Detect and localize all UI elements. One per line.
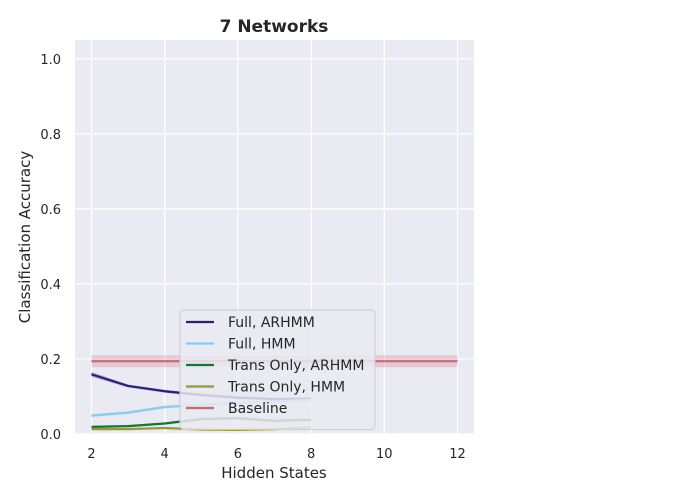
y-tick-label: 0.2 [40, 353, 61, 368]
legend-label: Trans Only, HMM [227, 380, 345, 396]
legend-label: Trans Only, ARHMM [227, 358, 364, 374]
y-tick-label: 0.4 [40, 278, 61, 293]
x-tick-label: 12 [449, 447, 466, 462]
y-tick-label: 0.0 [40, 428, 61, 443]
legend-label: Baseline [228, 401, 287, 417]
x-tick-label: 4 [161, 447, 169, 462]
y-tick-label: 1.0 [40, 53, 61, 68]
x-tick-label: 2 [87, 447, 95, 462]
x-tick-labels: 2 4 6 8 10 12 [87, 447, 465, 462]
legend-label: Full, HMM [228, 337, 296, 353]
chart-title: 7 Networks [220, 17, 329, 37]
x-tick-label: 6 [234, 447, 242, 462]
legend: Full, ARHMM Full, HMM Trans Only, ARHMM Tra… [179, 309, 376, 430]
y-tick-label: 0.6 [40, 203, 61, 218]
y-axis-label: Classification Accuracy [16, 151, 34, 324]
legend-box [179, 309, 376, 430]
x-tick-label: 8 [307, 447, 315, 462]
y-tick-label: 0.8 [40, 128, 61, 143]
grid-lines [75, 40, 474, 435]
x-tick-label: 10 [376, 447, 393, 462]
x-axis-label: Hidden States [221, 464, 327, 482]
legend-label: Full, ARHMM [228, 315, 315, 331]
y-tick-labels: 0.0 0.2 0.4 0.6 0.8 1.0 [40, 53, 61, 443]
